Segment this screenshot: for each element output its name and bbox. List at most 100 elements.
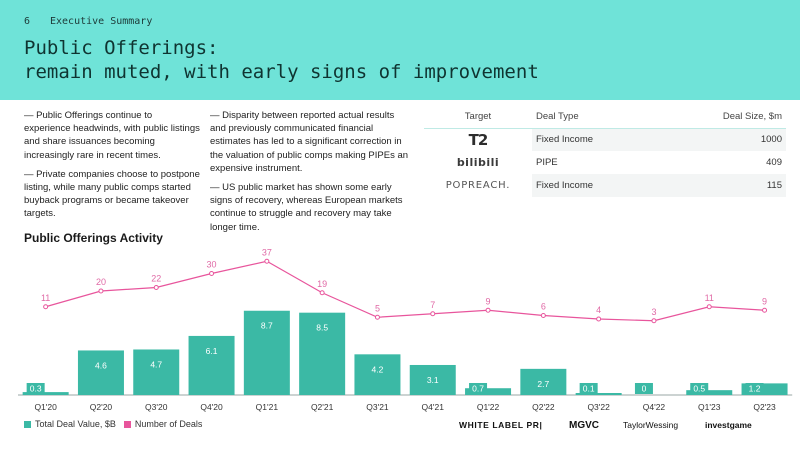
bar-value-badge xyxy=(745,383,764,394)
line-point xyxy=(651,318,657,324)
bar-value-badge xyxy=(26,383,45,394)
deal-type-cell: Fixed Income xyxy=(532,128,642,151)
line-point xyxy=(98,288,104,294)
x-tick-label: Q3'21 xyxy=(366,402,389,412)
table-row: POPREACH. Fixed Income 115 xyxy=(424,174,786,197)
bar xyxy=(575,393,622,395)
investgame-logo: investgame xyxy=(705,420,752,430)
line-value-label: 3 xyxy=(651,307,656,317)
line-point xyxy=(264,258,270,264)
chart-title: Public Offerings Activity xyxy=(24,231,163,245)
x-tick-label: Q3'20 xyxy=(145,402,168,412)
bar xyxy=(354,354,401,395)
line-point xyxy=(485,307,491,313)
legend-label-line: Number of Deals xyxy=(134,419,203,429)
x-tick-label: Q3'22 xyxy=(587,402,610,412)
deal-size-cell: 115 xyxy=(642,174,786,197)
legend-label-bars: Total Deal Value, $B xyxy=(35,419,116,429)
line-value-label: 7 xyxy=(430,300,435,310)
bar-value-badge xyxy=(469,383,488,394)
line-value-label: 22 xyxy=(151,274,161,284)
bar xyxy=(465,388,512,395)
deal-size-cell: 409 xyxy=(642,151,786,174)
line-value-label: 9 xyxy=(762,296,767,306)
popreach-logo: POPREACH. xyxy=(445,180,511,191)
x-tick-label: Q2'21 xyxy=(311,402,334,412)
line-point xyxy=(43,304,49,310)
line-point xyxy=(319,290,325,296)
mgvc-logo: MGVC xyxy=(569,420,599,431)
t2-logo: T2 xyxy=(468,130,489,149)
x-tick-label: Q2'22 xyxy=(532,402,555,412)
deal-size-cell: 1000 xyxy=(642,128,786,151)
x-tick-label: Q1'21 xyxy=(256,402,279,412)
public-offerings-chart: 0.3 Q1'20 4.6 Q2'20 4.7 Q3'20 6.1 Q4'20 8.7 Q1'21… xyxy=(18,247,793,412)
line-value-label: 6 xyxy=(541,302,546,312)
table-row: bilibili PIPE 409 xyxy=(424,151,786,174)
chart-legend: Total Deal Value, $B Number of Deals xyxy=(24,419,210,429)
bar-value-label: 0.1 xyxy=(583,384,595,394)
bar-value-label: 0.5 xyxy=(693,384,705,394)
bar-value-label: 8.7 xyxy=(261,321,273,331)
header-banner: 6 Executive Summary Public Offerings: re… xyxy=(0,0,800,100)
bullet-text: — Disparity between reported actual resu… xyxy=(210,110,409,174)
line-value-label: 37 xyxy=(262,247,272,257)
bar xyxy=(77,350,124,395)
bar xyxy=(188,335,235,395)
bar xyxy=(409,364,456,395)
bar-value-label: 0.3 xyxy=(30,384,42,394)
x-tick-label: Q4'21 xyxy=(422,402,445,412)
legend-swatch-bars xyxy=(24,420,31,428)
bilibili-logo: bilibili xyxy=(456,156,500,169)
page-title: Public Offerings: remain muted, with ear… xyxy=(24,36,539,84)
line-value-label: 30 xyxy=(207,260,217,270)
bar xyxy=(520,368,567,395)
bullet-text: — Public Offerings continue to experienc… xyxy=(24,110,200,161)
bar xyxy=(299,312,346,395)
line-value-label: 5 xyxy=(375,303,380,313)
bar-value-label: 4.6 xyxy=(95,360,107,370)
table-header-row: Target Deal Type Deal Size, $m xyxy=(424,106,786,129)
line-value-label: 4 xyxy=(596,305,601,315)
taylorwessing-logo: TaylorWessing xyxy=(623,420,679,430)
legend-item-line: Number of Deals xyxy=(123,419,203,429)
x-tick-label: Q2'23 xyxy=(753,402,776,412)
line-point xyxy=(762,307,768,313)
x-tick-label: Q2'20 xyxy=(90,402,113,412)
bullet-text: — US public market has shown some early … xyxy=(210,182,403,233)
col-header-deal-type: Deal Type xyxy=(532,106,642,129)
bullets-middle: — Disparity between reported actual resu… xyxy=(210,109,410,240)
line-point xyxy=(540,313,546,318)
x-tick-label: Q1'20 xyxy=(34,402,57,412)
bar-value-label: 1.2 xyxy=(749,384,761,394)
bar-value-badge xyxy=(579,383,598,394)
bar xyxy=(686,390,733,395)
bar xyxy=(22,392,69,395)
x-tick-label: Q4'20 xyxy=(200,402,223,412)
table-row: T2 Fixed Income 1000 xyxy=(424,128,786,151)
title-line-2: remain muted, with early signs of improv… xyxy=(24,61,539,83)
line-point xyxy=(430,311,436,317)
legend-item-bars: Total Deal Value, $B xyxy=(24,419,116,429)
line-value-label: 19 xyxy=(317,279,327,289)
bar-value-label: 0 xyxy=(642,384,647,394)
bar-value-label: 6.1 xyxy=(206,346,218,356)
line-point xyxy=(596,316,602,322)
line-value-label: 11 xyxy=(41,293,50,303)
bar xyxy=(741,383,788,395)
bar-value-label: 8.5 xyxy=(316,323,328,333)
x-tick-label: Q1'23 xyxy=(698,402,721,412)
bar-value-label: 2.7 xyxy=(537,379,549,389)
section-label: Executive Summary xyxy=(50,16,153,27)
bar-value-label: 3.1 xyxy=(427,375,439,385)
white-label-pr-logo: WHITE LABEL PR| xyxy=(459,420,543,430)
line-point xyxy=(153,285,159,290)
line-value-label: 20 xyxy=(96,277,106,287)
bar-value-badge xyxy=(690,383,709,394)
bullet-text: — Private companies choose to postpone l… xyxy=(24,168,200,220)
line-point xyxy=(706,304,712,310)
col-header-target: Target xyxy=(424,106,532,129)
bar xyxy=(133,349,180,395)
legend-swatch-line xyxy=(123,420,131,428)
line-point xyxy=(209,271,215,276)
